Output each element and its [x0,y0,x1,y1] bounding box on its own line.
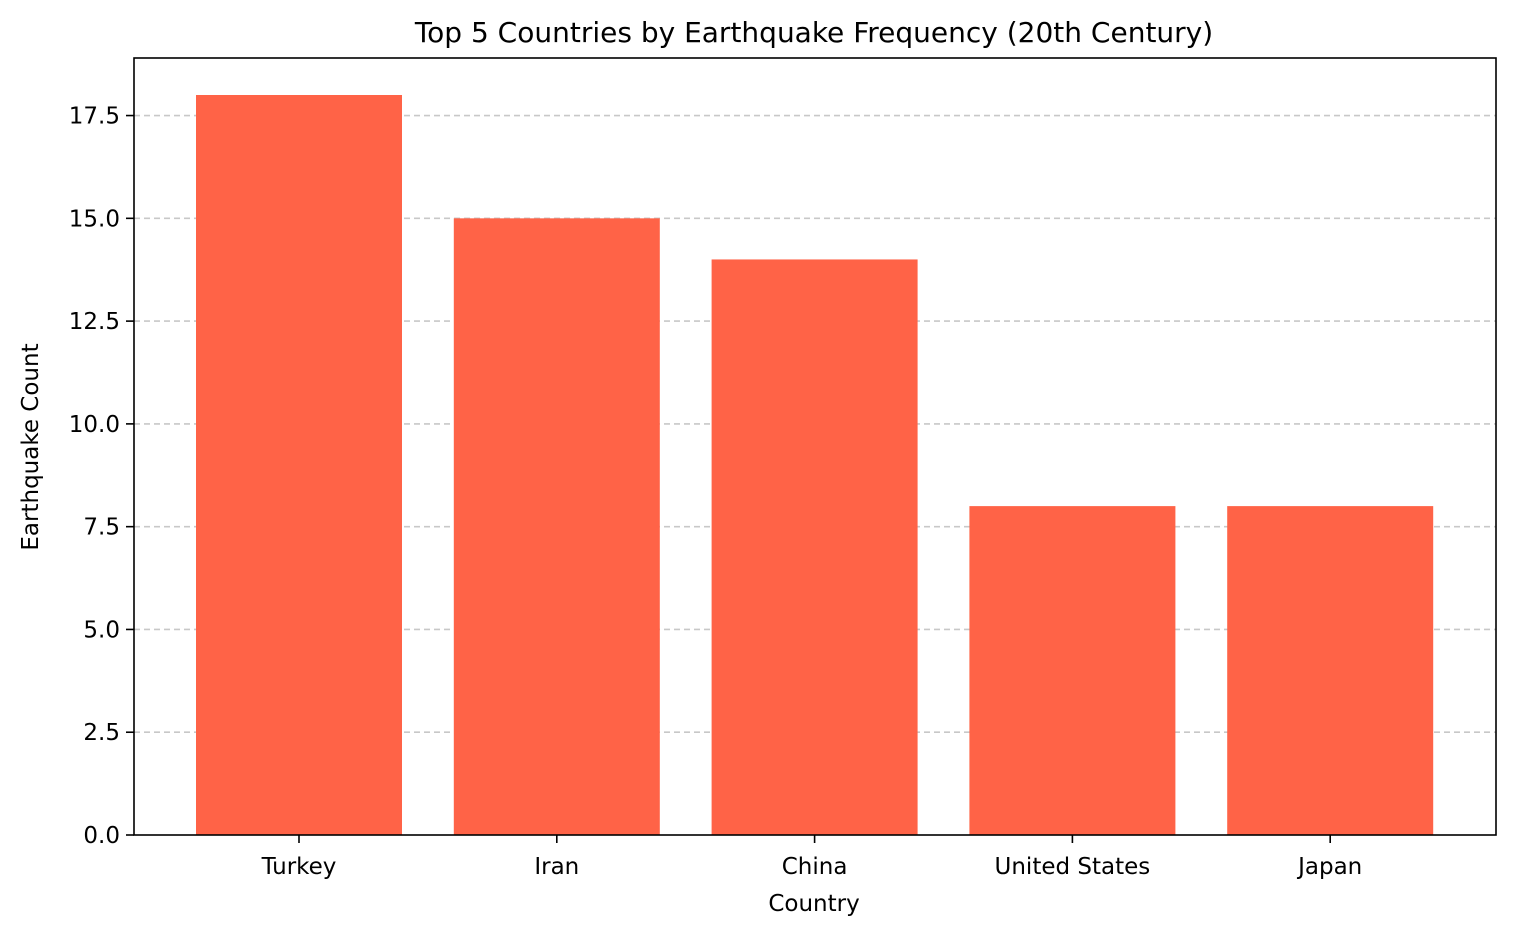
bar-japan [1227,506,1434,835]
y-tick-label: 12.5 [69,309,120,335]
x-tick-label: United States [995,854,1151,880]
y-tick-label: 10.0 [69,412,120,438]
x-tick-label: Japan [1296,854,1362,880]
y-axis: 0.0 2.5 5.0 7.5 10.0 12.5 15.0 17.5 [69,104,134,849]
y-tick-label: 2.5 [83,720,120,746]
x-tick-label: Turkey [261,854,337,880]
x-tick-label: Iran [534,854,579,880]
plot-frame [133,57,1497,836]
y-tick-label: 5.0 [83,617,120,643]
y-tick-label: 15.0 [69,206,120,232]
y-tick-label: 0.0 [83,823,120,849]
bar-iran [453,218,660,836]
x-axis-label: Country [768,891,859,917]
y-tick-label: 7.5 [83,515,120,541]
chart-title: Top 5 Countries by Earthquake Frequency … [414,16,1213,49]
y-tick-label: 17.5 [69,104,120,130]
x-axis: Turkey Iran China United States Japan [261,835,1362,880]
y-axis-label: Earthquake Count [18,343,44,550]
bar-united-states [969,506,1176,835]
bar-turkey [196,95,402,835]
x-tick-label: China [782,854,848,880]
bar-china [711,259,918,835]
bars [196,95,1434,836]
